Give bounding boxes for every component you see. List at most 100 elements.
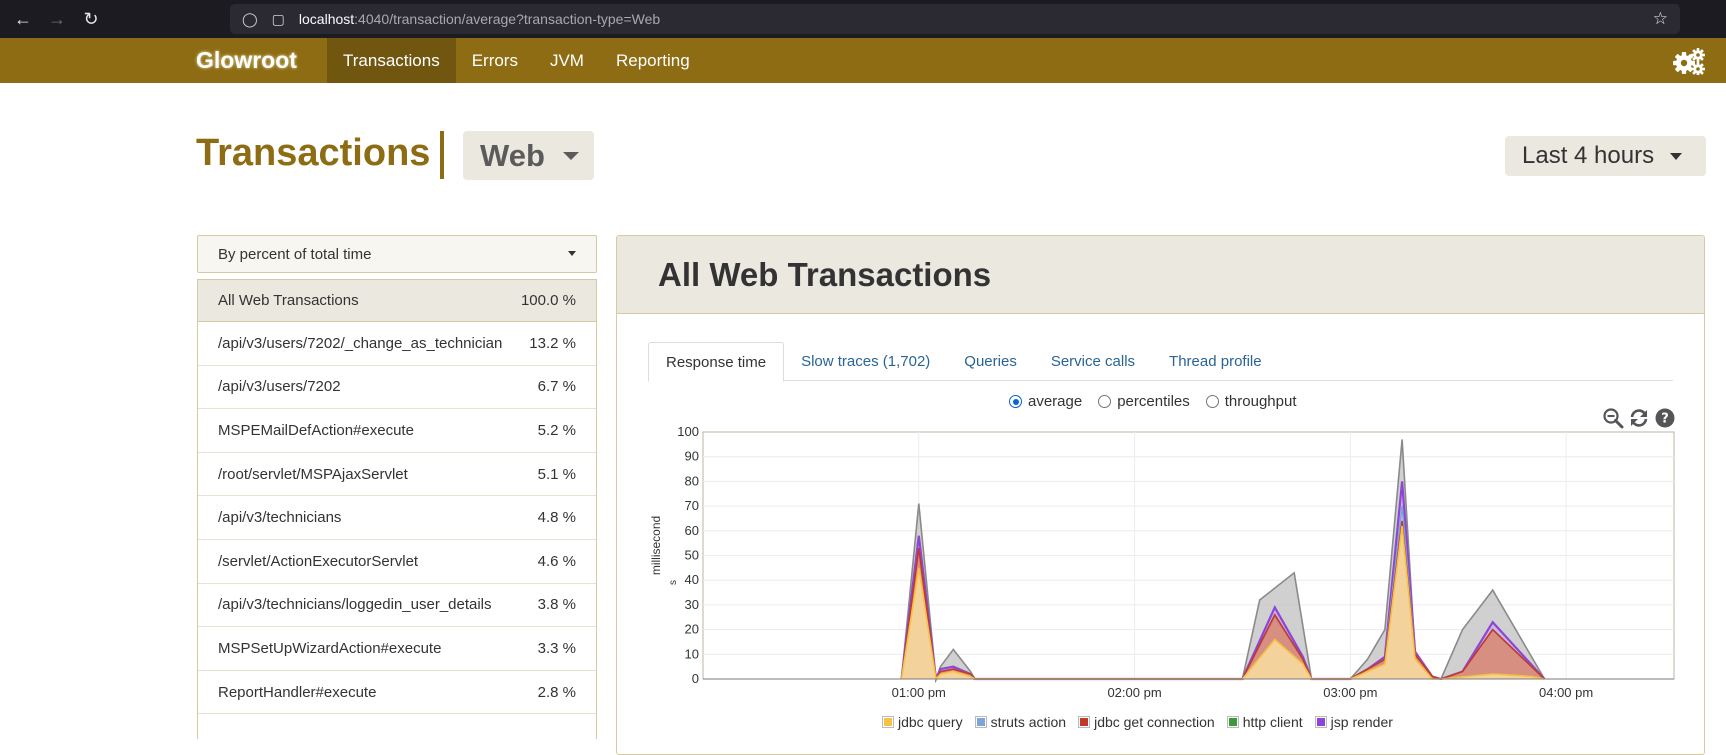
legend-item-jdbc-query[interactable]: jdbc query <box>882 714 963 730</box>
legend-item-jdbc-get-connection[interactable]: jdbc get connection <box>1078 714 1215 730</box>
transaction-percent: 4.6 % <box>537 552 576 570</box>
x-tick-label: 02:00 pm <box>1107 685 1161 700</box>
legend-item-struts-action[interactable]: struts action <box>974 714 1066 730</box>
y-tick-label: 90 <box>685 449 699 464</box>
chart-legend: jdbc query struts action jdbc get connec… <box>882 714 1405 730</box>
transaction-type-value: Web <box>480 137 545 173</box>
browser-toolbar: ← → ↻ ◯ ▢ localhost:4040/transaction/ave… <box>0 0 1726 38</box>
nav-jvm[interactable]: JVM <box>549 50 584 70</box>
tab-slow-traces[interactable]: Slow traces (1,702) <box>801 353 931 370</box>
time-range-dropdown[interactable]: Last 4 hours <box>1505 136 1706 176</box>
transaction-type-dropdown[interactable]: Web <box>463 131 594 180</box>
transaction-row[interactable]: /api/v3/technicians 4.8 % <box>198 496 596 540</box>
address-bar[interactable]: ◯ ▢ localhost:4040/transaction/average?t… <box>230 4 1680 34</box>
tab-response-time[interactable]: Response time <box>648 342 785 382</box>
caret-down-icon <box>568 251 576 256</box>
transaction-row[interactable]: /servlet/ActionExecutorServlet 4.6 % <box>198 540 596 584</box>
help-icon[interactable]: ? <box>1654 407 1676 429</box>
brand-logo[interactable]: Glowroot <box>196 47 297 73</box>
transaction-percent: 100.0 % <box>520 292 576 309</box>
transaction-percent: 3.8 % <box>537 596 576 614</box>
nav-transactions[interactable]: Transactions <box>327 38 456 83</box>
transaction-name: /servlet/ActionExecutorServlet <box>218 552 419 570</box>
y-axis-label: millisecond <box>649 516 663 575</box>
forward-icon[interactable]: → <box>48 8 66 29</box>
nav-reporting[interactable]: Reporting <box>615 50 690 70</box>
time-range-value: Last 4 hours <box>1522 142 1655 169</box>
x-tick-label: 01:00 pm <box>892 685 946 700</box>
chart-mode-group: average percentiles throughput <box>1009 393 1313 410</box>
transaction-row[interactable]: /api/v3/technicians/loggedin_user_detail… <box>198 584 596 628</box>
transaction-row[interactable]: MSPSetUpWizardAction#execute 3.3 % <box>198 627 596 671</box>
sort-select[interactable]: By percent of total time <box>197 235 597 273</box>
transaction-name: /api/v3/users/7202 <box>218 378 341 396</box>
transaction-name: MSPEMailDefAction#execute <box>218 421 414 439</box>
response-time-chart[interactable]: 0 10 20 30 40 50 60 70 80 90 100 01:00 pm 02:00 pm 03… <box>647 419 1697 714</box>
url-path: :4040/transaction/average?transaction-ty… <box>354 11 661 27</box>
bookmark-star-icon[interactable]: ☆ <box>1652 9 1668 28</box>
transaction-row-all[interactable]: All Web Transactions 100.0 % <box>198 280 596 322</box>
transaction-percent: 13.2 % <box>529 334 576 352</box>
area-jdbc-get-connection <box>901 520 1545 679</box>
transaction-row[interactable]: /api/v3/users/7202/_change_as_technician… <box>198 322 596 366</box>
shield-icon[interactable]: ◯ <box>242 10 258 27</box>
y-tick-label: 10 <box>685 646 699 661</box>
transaction-percent: 3.3 % <box>537 639 576 657</box>
tab-service-calls[interactable]: Service calls <box>1050 353 1136 370</box>
legend-swatch <box>1078 716 1091 728</box>
radio-throughput[interactable]: throughput <box>1205 393 1297 410</box>
caret-down-icon <box>1670 152 1683 160</box>
transaction-percent: 4.8 % <box>537 509 576 527</box>
y-tick-label: 40 <box>685 572 699 587</box>
legend-swatch <box>1314 716 1327 728</box>
radio-circle[interactable] <box>1009 395 1022 408</box>
transaction-name: /api/v3/technicians/loggedin_user_detail… <box>218 596 492 614</box>
svg-text:?: ? <box>1661 412 1669 427</box>
transaction-percent: 5.2 % <box>537 421 576 439</box>
refresh-icon[interactable] <box>1628 407 1650 429</box>
radio-average[interactable]: average <box>1009 393 1082 410</box>
legend-item-http-client[interactable]: http client <box>1226 714 1303 730</box>
transaction-percent: 2.8 % <box>537 683 576 701</box>
transaction-row[interactable]: /api/v3/users/7202 6.7 % <box>198 366 596 410</box>
main-panel: All Web Transactions Response time Slow … <box>616 235 1705 755</box>
radio-label: average <box>1028 393 1083 410</box>
legend-swatch <box>1226 716 1239 728</box>
radio-percentiles[interactable]: percentiles <box>1098 393 1190 410</box>
legend-label: jdbc query <box>898 714 963 730</box>
y-tick-label: 20 <box>685 622 699 637</box>
transaction-row[interactable]: MSPEMailDefAction#execute 5.2 % <box>198 409 596 453</box>
transaction-name: /root/servlet/MSPAjaxServlet <box>218 465 408 483</box>
legend-item-jsp-render[interactable]: jsp render <box>1314 714 1393 730</box>
zoom-out-icon[interactable] <box>1602 407 1624 429</box>
radio-label: throughput <box>1224 393 1297 410</box>
transaction-name: MSPSetUpWizardAction#execute <box>218 639 442 657</box>
y-tick-label: 80 <box>685 473 699 488</box>
y-tick-label: 100 <box>677 424 699 439</box>
transaction-name: All Web Transactions <box>218 292 359 309</box>
transaction-list: All Web Transactions 100.0 % /api/v3/use… <box>197 279 597 739</box>
radio-circle[interactable] <box>1205 395 1219 408</box>
transaction-row[interactable]: /root/servlet/MSPAjaxServlet 5.1 % <box>198 453 596 497</box>
transaction-row[interactable] <box>198 714 596 739</box>
url-host: localhost <box>298 11 355 27</box>
main-nav: Transactions Errors JVM Reporting <box>327 38 706 83</box>
tab-queries[interactable]: Queries <box>964 353 1017 370</box>
caret-down-icon <box>562 151 579 160</box>
transaction-row[interactable]: ReportHandler#execute 2.8 % <box>198 671 596 715</box>
panel-title: All Web Transactions <box>617 236 1704 314</box>
transaction-name: ReportHandler#execute <box>218 683 377 701</box>
legend-swatch <box>974 716 987 728</box>
y-tick-label: 30 <box>685 597 699 612</box>
transaction-name: /api/v3/users/7202/_change_as_technician <box>218 334 503 352</box>
x-tick-label: 03:00 pm <box>1323 685 1377 700</box>
radio-circle[interactable] <box>1098 395 1112 408</box>
legend-label: http client <box>1242 714 1303 730</box>
radio-label: percentiles <box>1117 393 1190 410</box>
gears-icon[interactable] <box>1672 47 1706 76</box>
back-icon[interactable]: ← <box>14 8 32 29</box>
nav-errors[interactable]: Errors <box>471 50 518 70</box>
reload-icon[interactable]: ↻ <box>83 8 99 29</box>
tab-thread-profile[interactable]: Thread profile <box>1169 353 1262 370</box>
transaction-percent: 5.1 % <box>537 465 576 483</box>
